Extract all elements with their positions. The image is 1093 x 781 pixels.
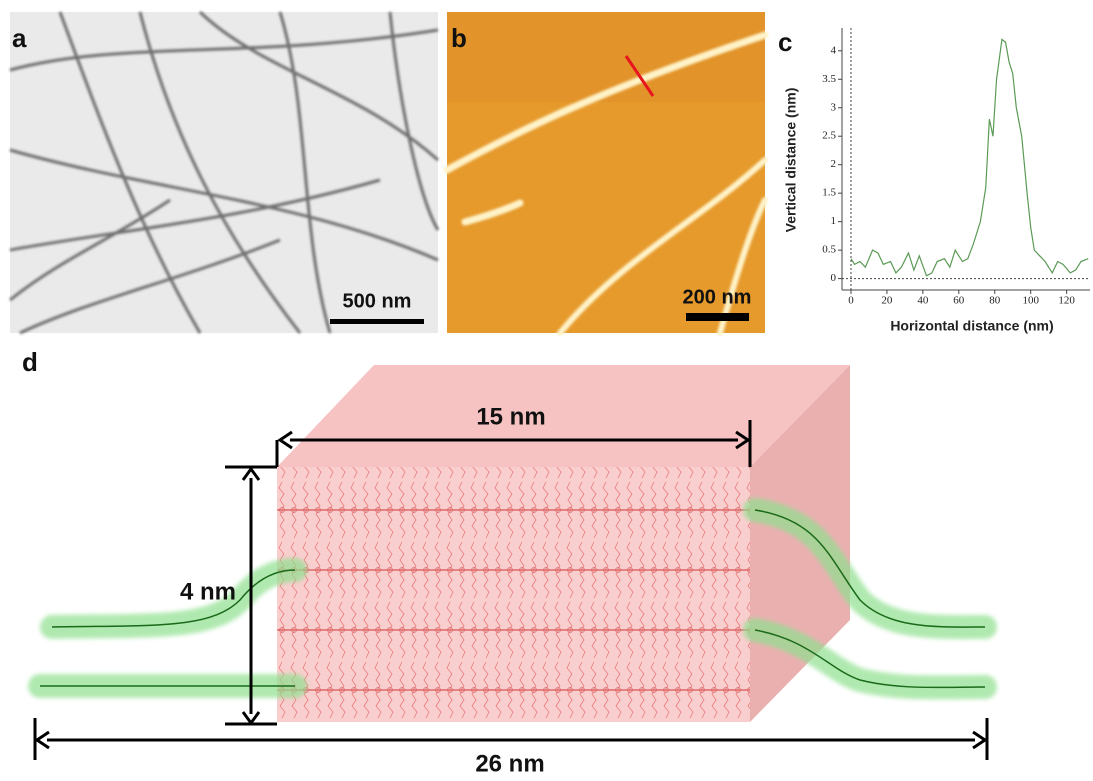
y-axis-label: Vertical distance (nm) (783, 88, 799, 233)
y-tick-label: 1 (831, 215, 837, 227)
x-tick-label: 120 (1058, 295, 1075, 307)
y-tick-label: 2.5 (822, 130, 836, 142)
panel-label: d (22, 347, 38, 377)
x-axis-label: Horizontal distance (nm) (890, 318, 1053, 334)
bundle-diagram (28, 365, 997, 760)
y-tick-label: 3.5 (822, 73, 836, 85)
y-tick-label: 3 (831, 101, 837, 113)
x-tick-label: 80 (989, 295, 1001, 307)
y-tick-label: 2 (831, 158, 837, 170)
y-tick-label: 0 (831, 272, 837, 284)
x-tick-label: 60 (953, 295, 965, 307)
scale-bar-label: 500 nm (343, 290, 412, 312)
profile-line (850, 38, 1089, 277)
dimension-label: 15 nm (476, 403, 545, 430)
tem-image (9, 10, 440, 335)
dimension-label: 26 nm (475, 750, 544, 776)
afm-image (443, 12, 769, 336)
panel-label: c (778, 27, 792, 57)
y-tick-label: 1.5 (822, 187, 836, 199)
panel-label: b (451, 23, 467, 53)
x-tick-label: 0 (848, 295, 854, 307)
panel-label: a (12, 23, 27, 53)
x-tick-label: 40 (917, 295, 929, 307)
x-tick-label: 100 (1022, 295, 1039, 307)
x-tick-label: 20 (881, 295, 893, 307)
dimension-label: 4 nm (180, 578, 236, 605)
y-tick-label: 4 (831, 44, 837, 56)
scale-bar-label: 200 nm (683, 286, 752, 308)
y-tick-label: 0.5 (822, 244, 836, 256)
